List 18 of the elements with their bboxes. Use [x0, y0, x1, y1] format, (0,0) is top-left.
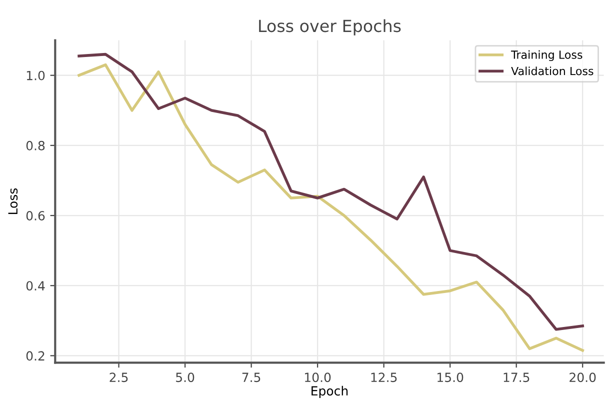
x-tick-label: 5.0 [176, 372, 194, 382]
chart-title: Loss over Epochs [259, 19, 401, 36]
y-tick-label: 0.4 [26, 281, 45, 291]
y-axis-title: Loss [8, 188, 18, 214]
legend-label: Validation Loss [511, 66, 594, 76]
y-tick-label: 0.2 [26, 351, 44, 361]
x-axis-title: Epoch [312, 386, 348, 398]
x-tick-label: 17.5 [504, 372, 530, 382]
x-tick-label: 12.5 [371, 372, 397, 382]
legend-label: Training Loss [511, 50, 582, 62]
x-tick-label: 2.5 [110, 372, 128, 382]
x-tick-label: 10.0 [305, 372, 331, 382]
y-tick-label: 0.6 [26, 210, 45, 220]
x-tick-label: 20.0 [570, 372, 596, 382]
x-tick-label: 15.0 [438, 372, 464, 382]
y-tick-label: 0.8 [26, 140, 45, 150]
y-tick-label: 1.0 [26, 70, 45, 80]
x-tick-label: 7.5 [242, 372, 260, 382]
